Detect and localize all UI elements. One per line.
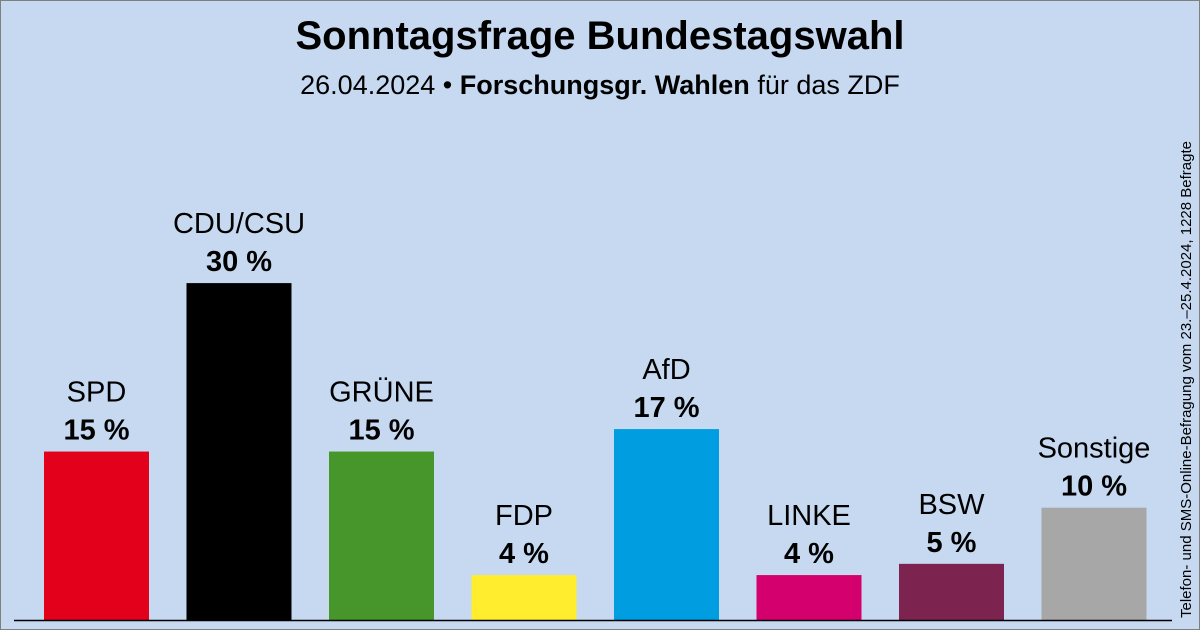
bar-category-label: GRÜNE xyxy=(329,377,434,409)
bar-category-label: LINKE xyxy=(767,500,851,532)
chart-title: Sonntagsfrage Bundestagswahl xyxy=(295,14,905,58)
bar-value-label: 5 % xyxy=(927,527,977,559)
bar-category-label: CDU/CSU xyxy=(173,208,305,240)
bar-gr-ne xyxy=(329,451,434,620)
bar-sonstige xyxy=(1041,507,1147,620)
bar-category-label: Sonstige xyxy=(1038,433,1151,465)
bar-linke xyxy=(756,575,862,620)
chart-subtitle: 26.04.2024 • Forschungsgr. Wahlen für da… xyxy=(0,70,1200,101)
bar-category-label: BSW xyxy=(918,489,985,521)
bar-value-label: 17 % xyxy=(633,392,699,424)
bar-spd xyxy=(44,451,149,620)
subtitle-date: 26.04.2024 xyxy=(300,70,436,100)
subtitle-institute: Forschungsgr. Wahlen xyxy=(459,70,750,100)
subtitle-separator: • xyxy=(442,70,453,100)
bar-value-label: 15 % xyxy=(348,415,414,447)
bar-fdp xyxy=(471,575,577,620)
bar-category-label: FDP xyxy=(495,500,553,532)
bar-afd xyxy=(614,429,719,620)
bar-category-label: AfD xyxy=(642,354,690,386)
bar-category-label: SPD xyxy=(67,377,127,409)
bar-value-label: 15 % xyxy=(63,415,129,447)
bar-value-label: 30 % xyxy=(206,246,272,278)
subtitle-client: für das ZDF xyxy=(757,70,900,100)
bar-value-label: 10 % xyxy=(1061,471,1127,503)
bar-value-label: 4 % xyxy=(784,538,834,570)
bar-bsw xyxy=(899,563,1004,620)
bar-value-label: 4 % xyxy=(499,538,549,570)
bar-cdu-csu xyxy=(186,283,292,620)
